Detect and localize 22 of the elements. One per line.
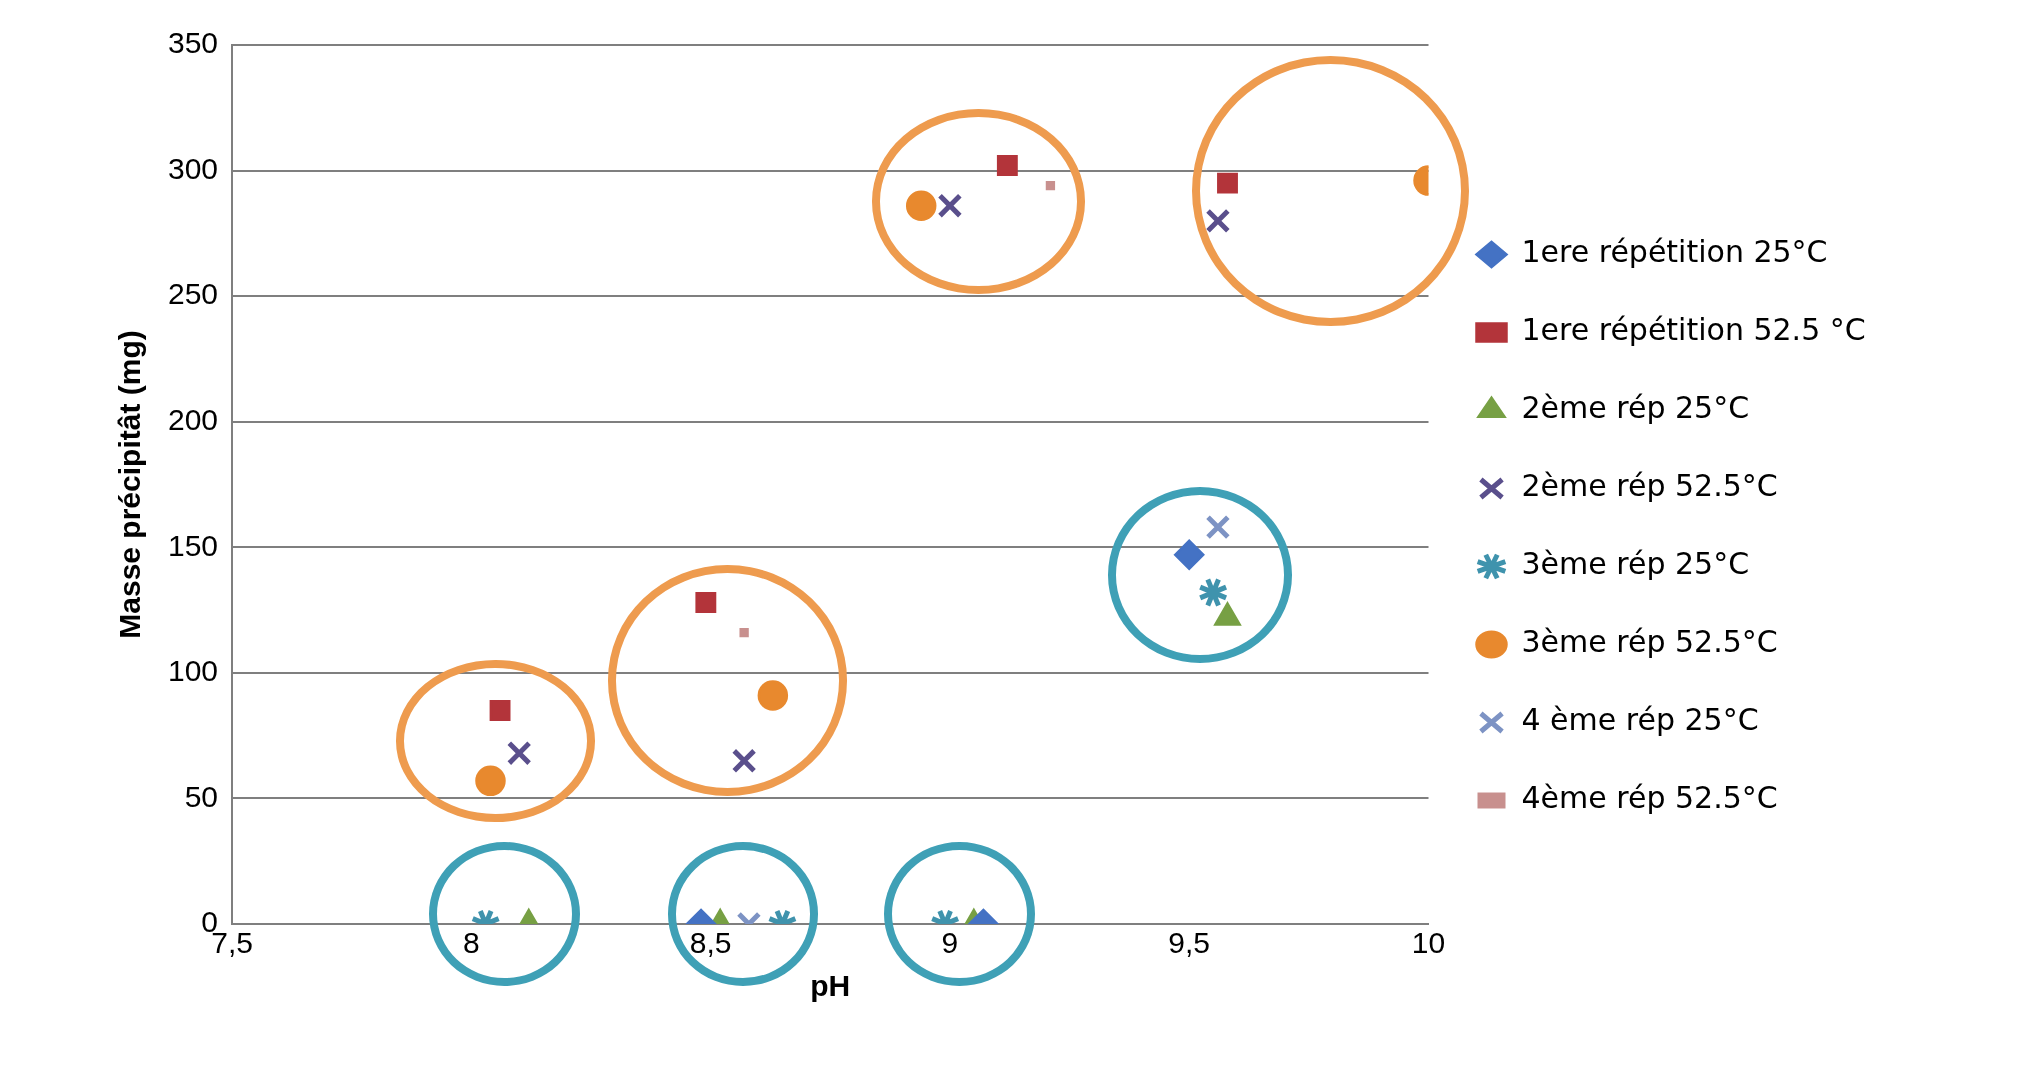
x-tick-label: 9,5 xyxy=(1168,926,1211,960)
legend-label: 1ere répétition 52.5 °C xyxy=(1521,312,1866,348)
y-axis-title: Masse précipitât (mg) xyxy=(113,330,147,639)
y-tick-label: 50 xyxy=(184,779,219,813)
x-tick-label: 8 xyxy=(463,926,480,960)
legend-label: 4ème rép 52.5°C xyxy=(1521,780,1778,816)
legend-label: 2ème rép 52.5°C xyxy=(1521,468,1778,504)
legend-label: 2ème rép 25°C xyxy=(1521,390,1750,426)
legend-label: 4 ème rép 25°C xyxy=(1521,702,1759,738)
y-tick-label: 150 xyxy=(167,528,219,562)
legend-label: 3ème rép 52.5°C xyxy=(1521,624,1778,660)
y-tick-label: 200 xyxy=(167,402,219,436)
y-tick-label: 350 xyxy=(167,26,219,60)
legend-label: 1ere répétition 25°C xyxy=(1521,234,1828,270)
y-tick-label: 100 xyxy=(167,654,219,688)
x-tick-label: 9 xyxy=(941,926,959,960)
x-tick-label: 8,5 xyxy=(689,926,732,960)
y-tick-label: 300 xyxy=(167,151,219,185)
y-tick-label: 250 xyxy=(167,277,219,311)
legend-label: 3ème rép 25°C xyxy=(1521,546,1750,582)
x-tick-label: 10 xyxy=(1411,926,1446,960)
x-axis-title: pH xyxy=(810,969,851,1003)
